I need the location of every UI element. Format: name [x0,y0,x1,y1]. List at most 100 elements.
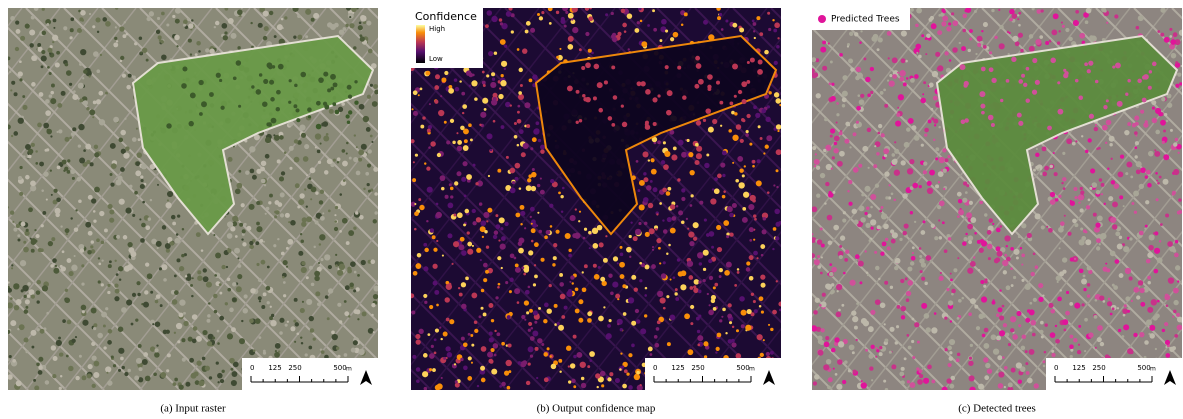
texture-dot [355,211,358,214]
texture-dot [852,209,857,214]
texture-dot [907,280,913,286]
texture-dot [373,286,379,292]
texture-dot [132,75,136,79]
golf-tree [979,91,985,97]
texture-dot [646,185,651,190]
golf-tree [189,121,194,126]
texture-dot [314,246,316,248]
texture-dot [584,228,587,231]
texture-dot [334,214,336,216]
texture-dot [70,217,72,219]
texture-dot [541,343,544,346]
texture-dot [1097,215,1103,221]
texture-dot [1012,13,1018,19]
texture-dot [832,156,835,159]
texture-dot [80,10,86,16]
texture-dot [717,333,722,338]
texture-dot [826,284,832,290]
texture-dot [16,224,20,228]
texture-dot [136,281,140,285]
texture-dot [732,23,737,28]
texture-dot [486,245,489,248]
texture-dot [571,18,574,21]
texture-dot [849,32,853,36]
texture-dot [919,185,922,188]
texture-dot [836,113,839,116]
texture-dot [884,104,888,108]
texture-dot [1168,277,1174,283]
golf-tree [645,124,650,129]
texture-dot [752,160,755,163]
texture-dot [471,344,474,347]
texture-dot [916,8,922,14]
texture-dot [560,195,563,198]
texture-dot [1167,103,1172,108]
texture-dot [23,247,29,253]
texture-dot [967,224,973,230]
texture-dot [176,45,178,47]
texture-dot [639,262,642,265]
texture-dot [743,192,749,198]
texture-dot [301,342,303,344]
texture-dot [480,112,486,118]
texture-dot [36,328,39,331]
texture-dot [554,304,558,308]
texture-dot [83,149,86,152]
texture-dot [721,316,723,318]
texture-dot [524,227,526,229]
texture-dot [115,7,118,10]
texture-dot [113,117,119,123]
texture-dot [75,376,79,380]
texture-dot [518,248,524,254]
texture-dot [779,309,782,312]
texture-dot [923,170,927,174]
texture-dot [1157,182,1160,185]
texture-dot [709,304,711,306]
golf-tree [259,73,262,76]
texture-dot [202,357,206,361]
golf-tree [964,118,968,122]
texture-dot [359,104,365,110]
texture-dot [249,146,255,152]
texture-dot [472,221,476,225]
golf-tree [1106,120,1112,126]
texture-dot [589,247,591,249]
texture-dot [300,233,302,235]
texture-dot [648,159,650,161]
texture-dot [678,140,684,146]
texture-dot [63,170,65,172]
texture-dot [228,157,233,162]
texture-dot [7,302,13,308]
texture-dot [63,26,67,30]
texture-dot [1164,294,1170,300]
texture-dot [53,356,58,361]
texture-dot [498,94,503,99]
texture-dot [540,258,544,262]
texture-dot [280,192,285,197]
texture-dot [449,183,452,186]
texture-dot [998,9,1000,11]
texture-dot [520,211,525,216]
golf-tree [294,84,298,88]
texture-dot [1029,349,1035,355]
texture-dot [265,137,271,143]
texture-dot [703,119,706,122]
texture-dot [192,339,197,344]
texture-dot [593,243,599,249]
texture-dot [753,214,756,217]
texture-dot [549,284,552,287]
texture-dot [1022,334,1027,339]
texture-dot [561,315,565,319]
texture-dot [935,184,939,188]
texture-dot [433,281,438,286]
texture-dot [479,315,482,318]
texture-dot [1017,14,1019,16]
texture-dot [711,246,714,249]
texture-dot [1148,151,1154,157]
texture-dot [1117,244,1123,250]
texture-dot [836,102,839,105]
texture-dot [415,334,420,339]
texture-dot [831,83,834,86]
golf-tree [613,95,618,100]
texture-dot [839,131,843,135]
